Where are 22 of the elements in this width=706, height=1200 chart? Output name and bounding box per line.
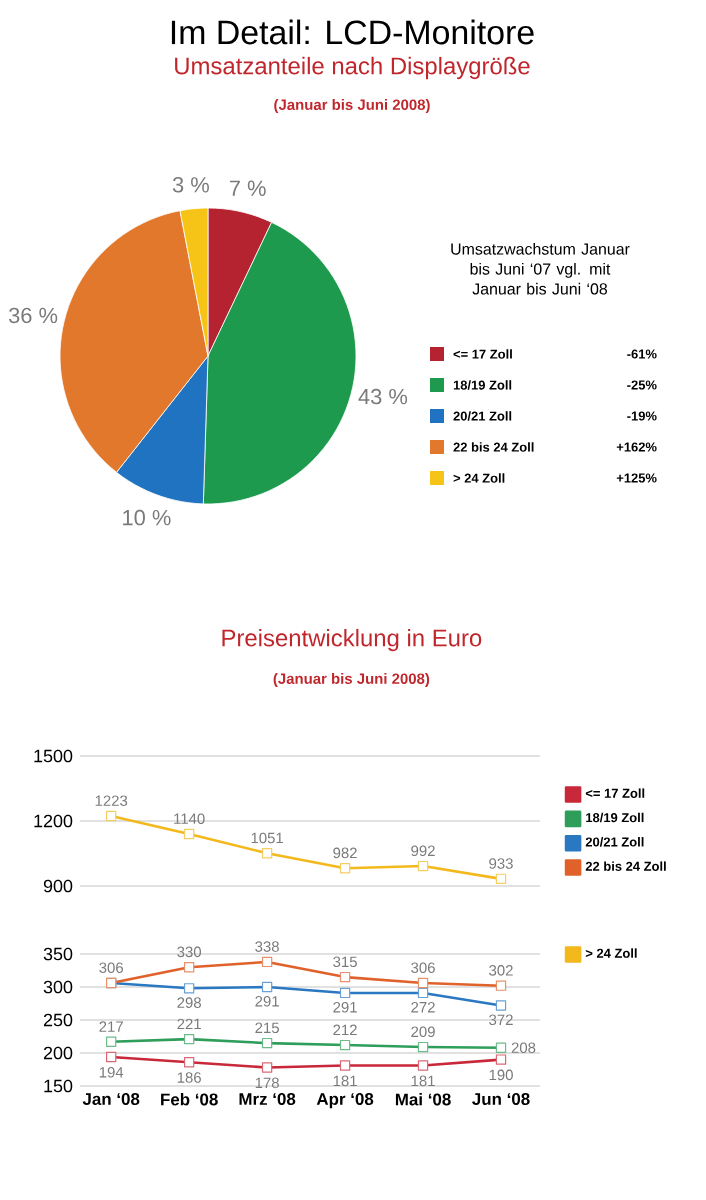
- x-tick-label: Apr ‘08: [316, 1093, 374, 1109]
- chart-title: Umsatzanteile nach Displaygröße: [175, 56, 530, 80]
- x-tick-label: Mai ‘08: [395, 1093, 451, 1106]
- data-label: 10 %: [123, 509, 171, 526]
- data-label: 36 %: [8, 307, 58, 324]
- x-tick-label: Jan ‘08: [82, 1093, 140, 1106]
- x-tick-label: Feb ‘08: [161, 1093, 218, 1106]
- data-label: 3 %: [172, 177, 209, 193]
- data-label: 7 %: [229, 180, 266, 196]
- y-tick-label: 900: [43, 879, 73, 893]
- y-tick-label: 350: [43, 947, 73, 961]
- y-tick-label: 150: [44, 1079, 73, 1093]
- y-tick-label: 1200: [34, 814, 73, 828]
- data-label: 43 %: [358, 388, 408, 405]
- x-tick-label: Mrz ‘08: [239, 1093, 296, 1106]
- y-tick-label: 200: [43, 1046, 73, 1060]
- y-tick-label: 300: [43, 980, 73, 994]
- chart-title: Preisentwicklung in Euro: [222, 628, 482, 652]
- x-tick-label: Jun ‘08: [472, 1093, 530, 1106]
- y-tick-label: 1500: [34, 749, 73, 763]
- text: Im Detail: LCD-Monitore: [171, 19, 534, 45]
- y-tick-label: 250: [43, 1013, 73, 1027]
